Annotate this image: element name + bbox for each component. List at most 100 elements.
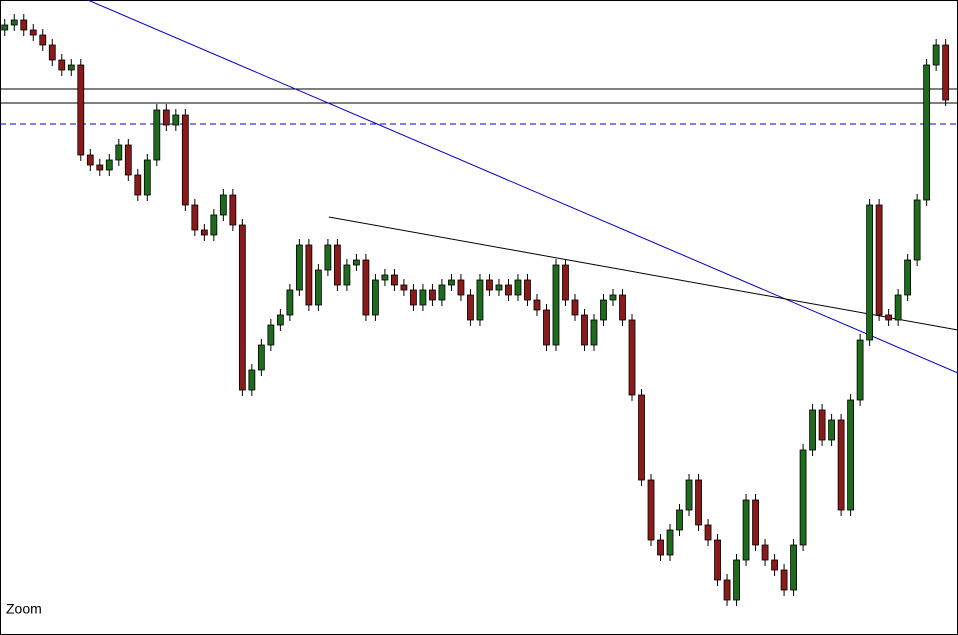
candle-body [400,284,408,291]
candle-body [799,449,807,546]
candle-body [657,539,664,556]
candle-body [457,279,465,296]
candle-body [790,544,797,591]
candle-body [476,279,484,321]
candle-body [714,539,721,581]
candle-body [913,199,921,261]
candle-body [191,204,199,231]
candle-body [600,299,607,321]
candle-body [343,264,351,286]
candle-body [467,294,474,321]
candle-body [48,44,56,61]
candle-body [295,244,303,291]
candle-body [391,274,398,286]
candle-body [276,314,284,326]
candle-body [352,259,360,266]
candle-body [761,544,769,561]
candle-body [752,499,759,546]
candle-body [923,64,931,201]
candle-body [181,114,189,206]
candle-body [894,294,902,321]
candle-body [115,144,123,161]
candle-body [210,214,218,236]
candle-body [647,479,655,541]
candle-body [552,264,560,346]
candle-body [885,314,893,321]
candle-body [676,509,683,531]
candle-body [67,64,75,71]
candle-body [571,299,579,316]
candle-body [153,109,161,161]
candle-body [695,479,702,526]
candle-body [410,289,417,306]
candle-body [39,34,47,46]
candle-body [248,369,256,391]
candle-body [86,154,94,166]
candle-body [29,29,37,36]
candle-body [837,419,845,511]
candle-body [305,244,313,306]
candle-body [685,479,693,511]
candle-body [229,194,237,226]
candle-body [96,164,104,171]
candle-body [200,229,208,236]
candle-body [324,244,332,271]
candle-body [666,529,674,556]
candle-body [818,409,826,441]
candle-body [638,394,645,481]
candle-body [172,114,180,126]
candle-body [362,259,370,316]
candle-body [533,299,541,311]
zoom-label: Zoom [6,601,42,617]
candle-body [143,159,151,196]
candle-body [847,399,855,511]
candle-body [780,569,788,591]
candle-body [942,44,950,101]
candle-body [238,224,246,391]
candle-body [438,284,446,301]
candle-body [628,319,636,396]
candle-body [771,559,778,571]
candle-body [286,289,294,316]
candle-body [875,204,883,316]
candle-body [856,339,864,401]
candle-body [162,109,170,126]
candle-body [704,524,712,541]
candle-body [524,279,531,301]
candle-body [866,204,874,341]
candle-body [10,19,18,26]
candle-body [809,409,816,451]
candle-body [590,319,598,346]
candle-body [723,579,731,601]
candle-body [932,44,940,66]
candle-body [105,159,113,171]
candle-body [505,284,512,296]
candle-body [219,194,227,216]
candle-body [257,344,265,371]
candle-body [314,269,322,306]
candle-body [733,559,740,601]
candle-body [514,279,522,296]
candle-body [448,279,455,286]
candle-body [904,259,912,296]
candle-body [429,289,436,301]
candle-body [333,244,341,286]
candle-body [372,279,379,316]
candle-body [267,324,275,346]
candle-body [543,309,550,346]
candle-body [495,284,503,291]
candle-body [419,289,427,306]
trend-line [328,216,958,331]
candle-body [609,294,617,301]
candle-body [381,274,389,281]
candle-body [58,59,66,71]
candle-body [124,144,132,176]
trend-line [87,0,958,374]
candle-body [77,64,85,156]
candle-body [134,174,142,196]
candle-body [486,279,493,291]
candle-body [742,499,750,561]
candle-body [619,294,626,321]
